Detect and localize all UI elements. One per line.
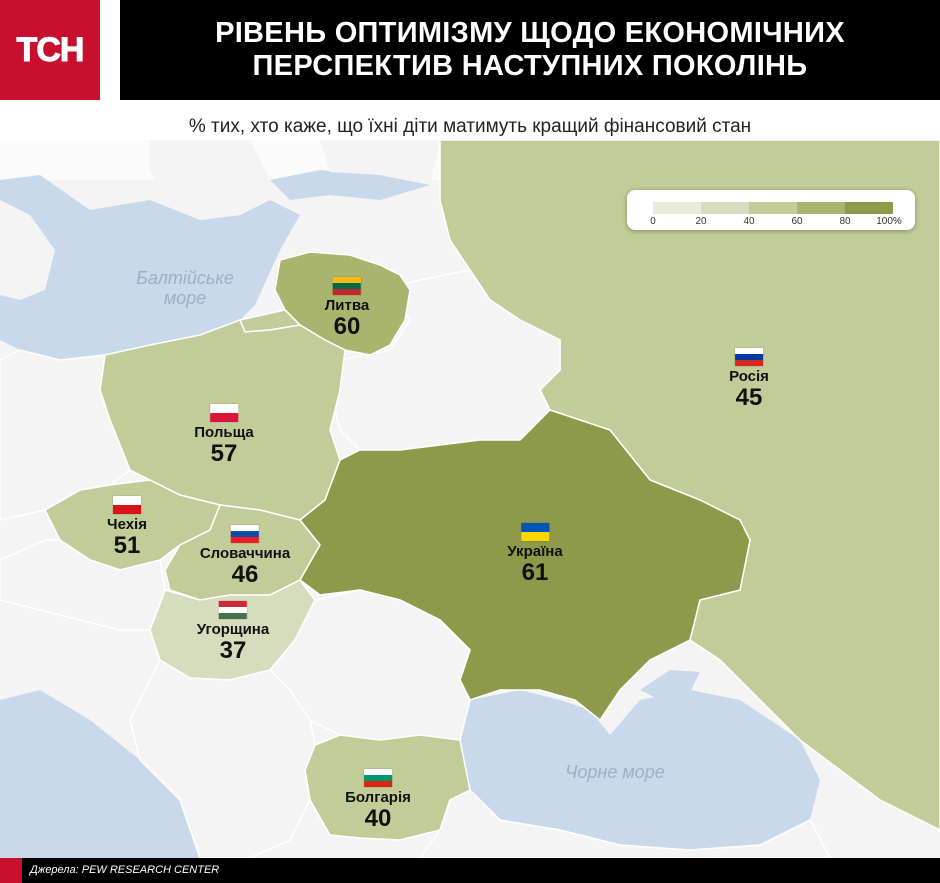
gulf-of-finland xyxy=(270,160,430,200)
country-name: Україна xyxy=(507,543,563,560)
label-slovakia[interactable]: Словаччина 46 xyxy=(200,525,290,588)
flag-stripe xyxy=(209,404,238,413)
baltic-sea-label: Балтійське море xyxy=(136,268,234,308)
footer-accent xyxy=(0,858,22,883)
legend-tick: 0 xyxy=(650,216,656,227)
lithuania-flag-icon xyxy=(333,277,361,295)
legend-bins xyxy=(653,202,893,214)
legend-bin-80-100 xyxy=(845,202,893,214)
label-czechia[interactable]: Чехія 51 xyxy=(107,496,147,559)
map-subtitle: % тих, хто каже, що їхні діти матимуть к… xyxy=(188,116,752,137)
flag-stripe xyxy=(521,523,549,532)
flag-stripe xyxy=(364,781,392,787)
country-name: Росія xyxy=(729,368,769,385)
germany-region xyxy=(0,349,131,521)
legend-bin-20-40 xyxy=(701,202,749,214)
finland-land xyxy=(320,140,440,185)
country-value: 45 xyxy=(735,384,763,411)
balkans-region xyxy=(129,658,316,858)
czechia-flag-icon xyxy=(112,496,141,514)
bulgaria-flag-icon xyxy=(364,769,392,787)
title-bar: РІВЕНЬ ОПТИМІЗМУ ЩОДО ЕКОНОМІЧНИХ ПЕРСПЕ… xyxy=(120,0,940,100)
flag-stripe xyxy=(218,601,247,607)
legend-tick: 100% xyxy=(876,216,902,227)
slovakia-flag-icon xyxy=(230,525,259,543)
country-value: 61 xyxy=(521,559,549,586)
country-value: 57 xyxy=(210,440,238,467)
flag-stripe xyxy=(230,531,259,537)
label-lithuania[interactable]: Литва 60 xyxy=(325,277,369,340)
legend-bin-40-60 xyxy=(749,202,797,214)
country-value: 51 xyxy=(113,532,141,559)
flag-stripe xyxy=(333,289,361,295)
legend-tick: 40 xyxy=(743,216,755,227)
hungary-flag-icon xyxy=(218,601,247,619)
legend-tick: 60 xyxy=(791,216,803,227)
baltic-sea xyxy=(0,175,300,360)
flag-stripe xyxy=(112,496,141,505)
label-hungary[interactable]: Угорщина 37 xyxy=(197,601,269,664)
flag-stripe xyxy=(218,613,247,619)
label-poland[interactable]: Польща 57 xyxy=(194,404,254,467)
flag-stripe xyxy=(364,775,392,781)
legend-bin-0-20 xyxy=(653,202,701,214)
country-name: Болгарія xyxy=(345,789,411,806)
flag-stripe xyxy=(734,348,763,354)
flag-stripe xyxy=(333,277,361,283)
tsn-logo[interactable]: ТСН xyxy=(0,0,100,100)
black-sea-label: Чорне море xyxy=(565,762,665,782)
flag-stripe xyxy=(734,354,763,360)
legend-tick: 20 xyxy=(695,216,707,227)
scandinavia-land xyxy=(150,140,270,220)
label-russia[interactable]: Росія 45 xyxy=(729,348,769,411)
label-ukraine[interactable]: Україна 61 xyxy=(507,523,563,586)
country-name: Польща xyxy=(194,424,254,441)
flag-stripe xyxy=(521,532,549,541)
color-legend: 0 20 40 60 80 100% xyxy=(627,190,915,230)
austria-region xyxy=(0,539,166,631)
header: ТСН РІВЕНЬ ОПТИМІЗМУ ЩОДО ЕКОНОМІЧНИХ ПЕ… xyxy=(0,0,940,100)
flag-stripe xyxy=(218,607,247,613)
source-credit: Джерела: PEW RESEARCH CENTER xyxy=(30,864,220,876)
country-name: Словаччина xyxy=(199,545,291,562)
flag-stripe xyxy=(230,525,259,531)
country-name: Чехія xyxy=(107,516,147,533)
sweden-coast xyxy=(0,200,55,300)
flag-stripe xyxy=(112,505,141,514)
country-value: 40 xyxy=(364,805,392,832)
legend-bin-60-80 xyxy=(797,202,845,214)
country-value: 60 xyxy=(333,313,361,340)
flag-stripe xyxy=(333,283,361,289)
flag-stripe xyxy=(364,769,392,775)
country-value: 46 xyxy=(231,561,259,588)
legend-tick: 80 xyxy=(839,216,851,227)
logo-text: ТСН xyxy=(16,30,85,69)
title-line-2: ПЕРСПЕКТИВ НАСТУПНИХ ПОКОЛІНЬ xyxy=(252,50,808,82)
poland-flag-icon xyxy=(209,404,238,422)
country-value: 37 xyxy=(219,637,247,664)
footer: Джерела: PEW RESEARCH CENTER xyxy=(0,858,940,883)
turkey-region xyxy=(419,789,831,858)
sea-of-azov xyxy=(640,670,700,700)
label-bulgaria[interactable]: Болгарія 40 xyxy=(345,769,411,832)
title-line-1: РІВЕНЬ ОПТИМІЗМУ ЩОДО ЕКОНОМІЧНИХ xyxy=(215,17,845,49)
flag-stripe xyxy=(230,537,259,543)
flag-stripe xyxy=(734,360,763,366)
choropleth-map xyxy=(0,140,940,858)
country-name: Угорщина xyxy=(196,621,270,638)
flag-stripe xyxy=(209,413,238,422)
russia-flag-icon xyxy=(734,348,763,366)
adriatic-sea xyxy=(0,690,200,858)
country-name: Литва xyxy=(324,297,370,314)
black-sea xyxy=(460,690,820,850)
ukraine-flag-icon xyxy=(521,523,549,541)
